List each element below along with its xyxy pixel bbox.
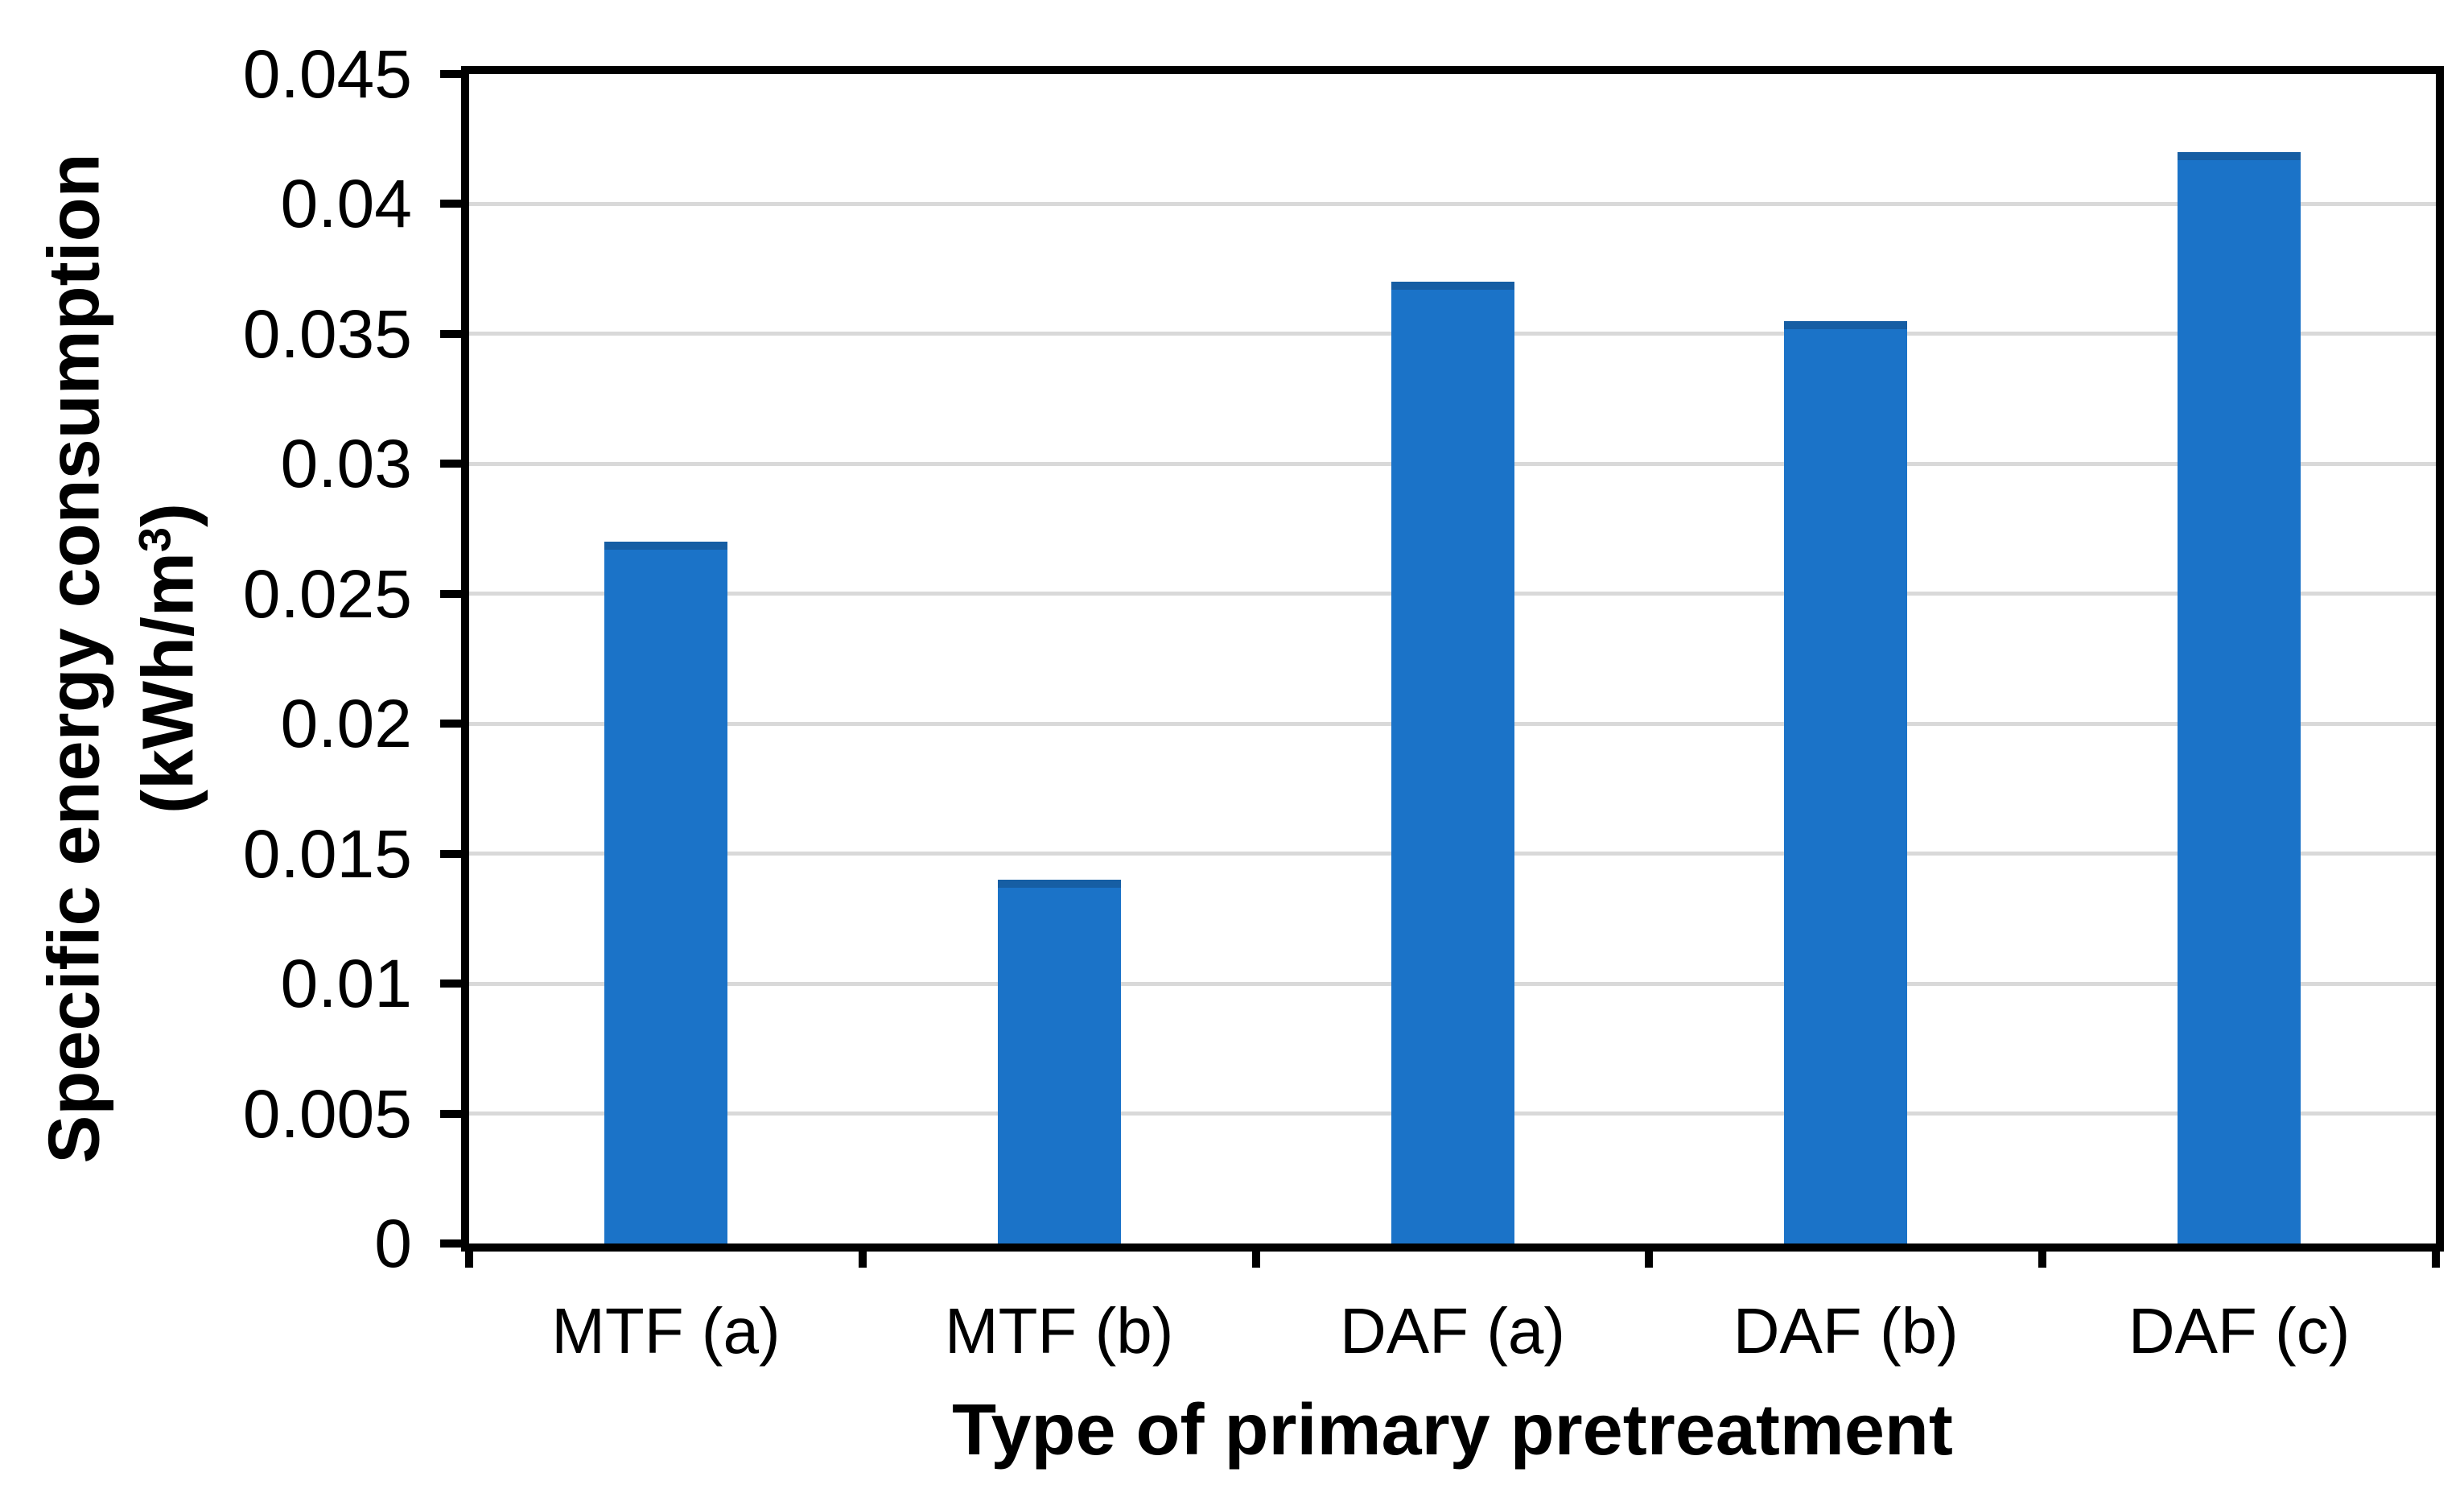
x-tick: [465, 1252, 473, 1268]
x-category-label: DAF (c): [2128, 1295, 2351, 1367]
y-tick: [440, 329, 461, 338]
x-category-label: MTF (a): [551, 1295, 781, 1367]
y-tick-label: 0.02: [280, 686, 413, 762]
x-category-label: MTF (b): [945, 1295, 1174, 1367]
y-axis-title: Specific energy consumption (kWh/m3): [34, 74, 208, 1243]
x-tick: [1251, 1252, 1260, 1268]
y-tick: [440, 589, 461, 598]
y-tick: [440, 1109, 461, 1118]
y-tick-label: 0.005: [242, 1075, 412, 1152]
y-tick: [440, 200, 461, 208]
y-tick: [440, 70, 461, 78]
y-tick-label: 0.015: [242, 815, 412, 892]
y-tick: [440, 980, 461, 988]
x-category-label: DAF (a): [1339, 1295, 1565, 1367]
x-tick: [1645, 1252, 1654, 1268]
y-tick-label: 0.045: [242, 36, 412, 112]
y-tick-label: 0.03: [280, 426, 413, 502]
y-tick: [440, 460, 461, 468]
superscript-3: 3: [129, 526, 179, 553]
bar: [2178, 151, 2301, 1243]
y-tick-label: 0.035: [242, 295, 412, 372]
bar: [1784, 320, 1908, 1243]
y-axis-title-line2: (kWh/m3): [128, 503, 208, 815]
x-tick: [2038, 1252, 2047, 1268]
plot-area: 0 0.005 0.01 0.015 0.02 0.025 0.03 0.035 0.04 0.0…: [243, 40, 2444, 1363]
x-tick: [858, 1252, 867, 1268]
x-tick: [2432, 1252, 2440, 1268]
y-tick-label: 0.025: [242, 555, 412, 632]
x-category-label: DAF (b): [1733, 1295, 1959, 1367]
y-axis-title-line1: Specific energy consumption: [34, 153, 114, 1164]
y-tick-label: 0: [374, 1206, 412, 1281]
y-tick: [440, 849, 461, 858]
bar: [1391, 282, 1514, 1243]
y-tick: [440, 720, 461, 728]
bar: [997, 879, 1121, 1243]
y-tick-label: 0.04: [280, 166, 413, 242]
y-tick-label: 0.01: [280, 946, 413, 1022]
gridline: [469, 201, 2436, 206]
y-tick: [440, 1239, 461, 1248]
bar: [604, 542, 727, 1243]
x-axis-title: Type of primary pretreatment: [952, 1390, 1953, 1470]
